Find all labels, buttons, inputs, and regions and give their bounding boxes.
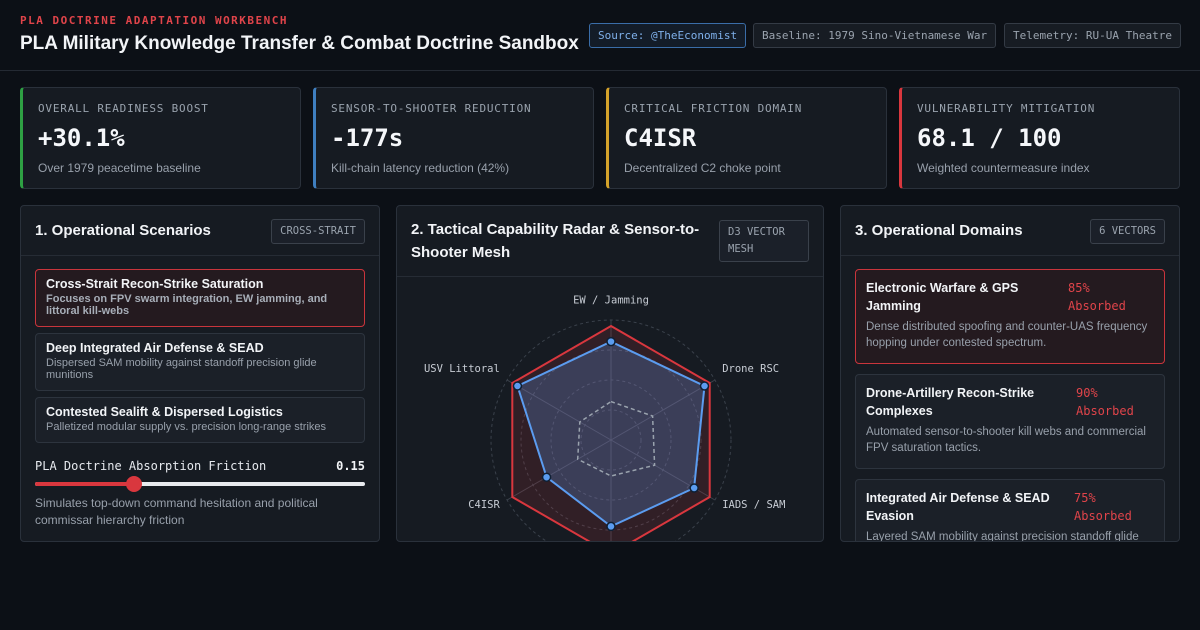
kpi-value: C4ISR <box>624 124 697 152</box>
scenario-tag: CROSS-STRAIT <box>271 219 365 244</box>
baseline-chip[interactable]: Baseline: 1979 Sino-Vietnamese War <box>753 23 997 48</box>
radar-point <box>689 483 699 493</box>
kpi-label: CRITICAL FRICTION DOMAIN <box>624 102 803 115</box>
radar-axis-label: IADS / SAM <box>722 499 785 511</box>
scenarios-panel: 1. Operational Scenarios CROSS-STRAIT Cr… <box>20 205 380 542</box>
panel-title: 2. Tactical Capability Radar & Sensor-to… <box>411 221 700 261</box>
slider-fill <box>35 482 134 486</box>
divider <box>841 255 1179 256</box>
domain-percent: 90% <box>1076 386 1098 400</box>
divider <box>21 255 379 256</box>
scenario-title: Cross-Strait Recon-Strike Saturation <box>46 277 264 291</box>
radar-tag: D3 VECTOR MESH <box>719 220 809 262</box>
domain-desc: Layered SAM mobility against precision s… <box>866 531 1139 542</box>
friction-value: 0.15 <box>336 459 365 473</box>
telemetry-chip[interactable]: Telemetry: RU-UA Theatre <box>1004 23 1181 48</box>
kpi-readiness-card: OVERALL READINESS BOOST +30.1% Over 1979… <box>20 87 301 189</box>
scenario-desc: Focuses on FPV swarm integration, EW jam… <box>46 293 328 317</box>
domain-percent: 85% <box>1068 281 1090 295</box>
panel-title: 1. Operational Scenarios <box>35 222 211 239</box>
domain-title: Integrated Air Defense & SEAD Evasion <box>866 491 1050 523</box>
scenario-item-recon-strike[interactable]: Cross-Strait Recon-Strike Saturation Foc… <box>35 269 365 327</box>
source-chip[interactable]: Source: @TheEconomist <box>589 23 747 48</box>
radar-axis-label: USV Littoral <box>424 363 500 375</box>
radar-point <box>512 381 523 391</box>
domain-status: Absorbed <box>1068 299 1126 313</box>
scenario-title: Contested Sealift & Dispersed Logistics <box>46 405 283 419</box>
domain-status: Absorbed <box>1076 404 1134 418</box>
kpi-label: OVERALL READINESS BOOST <box>38 102 209 115</box>
header-bar: PLA DOCTRINE ADAPTATION WORKBENCH PLA Mi… <box>0 0 1200 71</box>
kpi-vulnerability-card: VULNERABILITY MITIGATION 68.1 / 100 Weig… <box>899 87 1180 189</box>
kpi-friction-card: CRITICAL FRICTION DOMAIN C4ISR Decentral… <box>606 87 887 189</box>
domain-item-ew[interactable]: Electronic Warfare & GPS Jamming 85% Abs… <box>855 269 1165 364</box>
kpi-subtext: Weighted countermeasure index <box>917 161 1090 175</box>
panel-title: 3. Operational Domains <box>855 222 1023 239</box>
domains-tag: 6 VECTORS <box>1090 219 1165 244</box>
domain-percent: 75% <box>1074 491 1096 505</box>
radar-axis-label: EW / Jamming <box>573 295 649 307</box>
scenario-desc: Palletized modular supply vs. precision … <box>46 421 327 433</box>
kpi-value: -177s <box>331 124 404 152</box>
radar-axis-label: C4ISR <box>468 499 500 511</box>
domain-desc: Automated sensor-to-shooter kill webs an… <box>866 426 1146 454</box>
kpi-subtext: Decentralized C2 choke point <box>624 161 781 175</box>
kpi-subtext: Over 1979 peacetime baseline <box>38 161 201 175</box>
radar-series-0 <box>511 324 711 541</box>
domain-title: Electronic Warfare & GPS Jamming <box>866 281 1019 313</box>
radar-axis-line <box>610 379 716 441</box>
radar-point <box>699 381 710 391</box>
page-title: PLA Military Knowledge Transfer & Combat… <box>20 33 579 54</box>
scenario-item-sealift[interactable]: Contested Sealift & Dispersed Logistics … <box>35 397 365 443</box>
divider <box>397 276 823 277</box>
radar-axis-line <box>506 439 612 501</box>
domain-desc: Dense distributed spoofing and counter-U… <box>866 321 1148 349</box>
slider-thumb[interactable] <box>126 476 142 492</box>
radar-point <box>606 521 616 532</box>
radar-grid-ring <box>520 349 702 531</box>
domain-title: Drone-Artillery Recon-Strike Complexes <box>866 386 1035 418</box>
radar-panel: 2. Tactical Capability Radar & Sensor-to… <box>396 205 824 542</box>
radar-axis-line <box>506 379 612 441</box>
app-eyebrow: PLA DOCTRINE ADAPTATION WORKBENCH <box>20 14 289 27</box>
radar-point <box>541 472 552 482</box>
friction-description: Simulates top-down command hesitation an… <box>35 496 318 527</box>
kpi-sensor-card: SENSOR-TO-SHOOTER REDUCTION -177s Kill-c… <box>313 87 594 189</box>
scenario-title: Deep Integrated Air Defense & SEAD <box>46 341 264 355</box>
kpi-label: VULNERABILITY MITIGATION <box>917 102 1096 115</box>
domain-absorption: 85% Absorbed <box>1068 279 1126 315</box>
radar-series-2 <box>576 400 656 477</box>
domain-absorption: 75% Absorbed <box>1074 489 1132 525</box>
domain-item-air-defense[interactable]: Integrated Air Defense & SEAD Evasion 75… <box>855 479 1165 542</box>
domain-absorption: 90% Absorbed <box>1076 384 1134 420</box>
domain-status: Absorbed <box>1074 509 1132 523</box>
kpi-label: SENSOR-TO-SHOOTER REDUCTION <box>331 102 532 115</box>
domain-item-drone-artillery[interactable]: Drone-Artillery Recon-Strike Complexes 9… <box>855 374 1165 469</box>
radar-axis-label: Drone RSC <box>722 363 779 375</box>
domains-panel: 3. Operational Domains 6 VECTORS Electro… <box>840 205 1180 542</box>
scenario-item-air-defense[interactable]: Deep Integrated Air Defense & SEAD Dispe… <box>35 333 365 391</box>
radar-point <box>606 336 616 347</box>
kpi-value: +30.1% <box>38 124 125 152</box>
radar-grid-ring <box>580 409 642 471</box>
kpi-subtext: Kill-chain latency reduction (42%) <box>331 161 510 175</box>
scenario-desc: Dispersed SAM mobility against standoff … <box>46 357 317 381</box>
friction-label: PLA Doctrine Absorption Friction <box>35 459 267 473</box>
kpi-value: 68.1 / 100 <box>917 124 1062 152</box>
friction-slider[interactable] <box>35 476 365 492</box>
